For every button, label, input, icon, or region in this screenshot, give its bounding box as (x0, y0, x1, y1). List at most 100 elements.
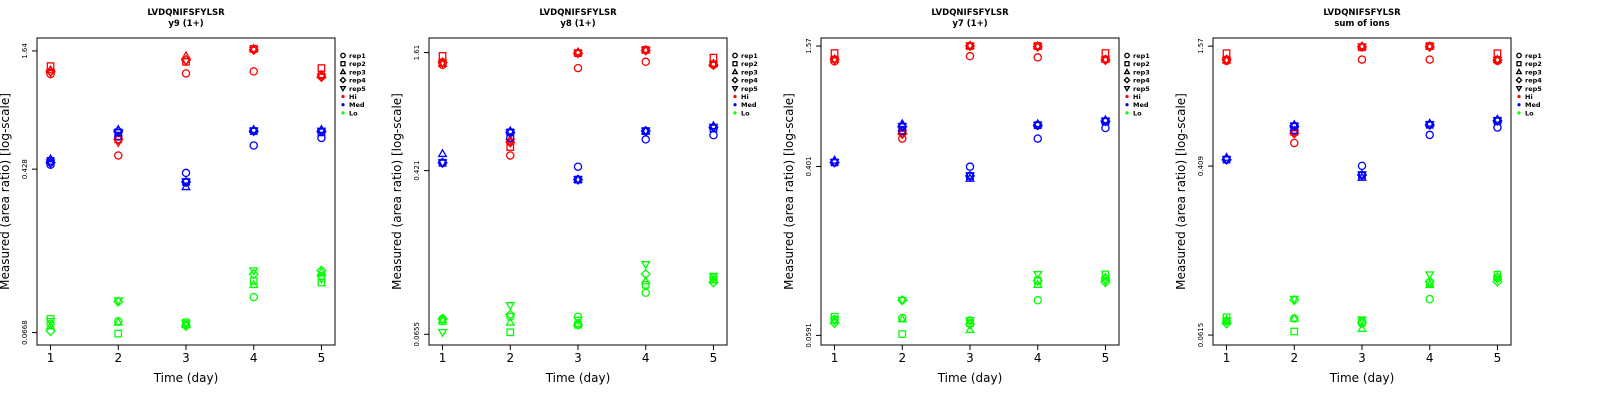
x-tick-label: 1 (47, 351, 55, 365)
legend-label-rep3: rep3 (1133, 68, 1150, 76)
data-point-lo-triangle-up (640, 275, 651, 285)
data-point-lo-triangle-down (437, 328, 448, 338)
legend-marker-med (1517, 103, 1521, 107)
legend-label-rep2: rep2 (1133, 60, 1150, 68)
data-point-hi-triangle-down (1221, 56, 1232, 66)
legend-marker-rep4 (339, 76, 347, 84)
data-point-lo-square (898, 330, 907, 338)
data-point-lo-triangle-up (505, 317, 516, 326)
legend-label-rep4: rep4 (741, 77, 758, 85)
data-point-hi-circle (965, 51, 975, 61)
legend-marker-hi (341, 94, 345, 99)
data-point-lo-triangle-down (316, 275, 327, 285)
y-axis-label: Measured (area ratio) [log-scale] (390, 93, 404, 290)
legend-label-lo: Lo (1525, 109, 1534, 117)
data-point-med-triangle-down (1289, 122, 1300, 132)
data-point-med-triangle-up (45, 153, 56, 163)
data-point-lo-square (1290, 327, 1299, 336)
data-point-hi-circle (1033, 53, 1042, 62)
data-point-hi-triangle-down (965, 42, 975, 52)
plot-area (36, 37, 336, 346)
data-point-med-triangle-down (45, 159, 56, 169)
legend-marker-hi (1125, 94, 1129, 99)
y-tick-label: 0.0591 (805, 323, 813, 348)
data-point-med-triangle-down (316, 127, 327, 137)
data-point-lo-triangle-down (1357, 316, 1367, 326)
legend-marker-med (733, 103, 737, 107)
legend-label-hi: Hi (741, 93, 749, 101)
x-tick-label: 5 (1102, 351, 1110, 365)
data-point-hi-circle (1290, 138, 1299, 148)
y-tick-label: 1.64 (21, 43, 29, 59)
legend-label-hi: Hi (1525, 93, 1533, 101)
x-tick-label: 5 (318, 351, 326, 365)
data-point-med-circle (965, 162, 975, 171)
legend-label-lo: Lo (1133, 109, 1142, 117)
legend-marker-rep3 (1123, 68, 1131, 75)
legend-marker-med (1125, 103, 1129, 107)
legend-label-med: Med (1133, 101, 1149, 109)
x-tick-label: 2 (506, 351, 514, 365)
data-point-lo-square (1222, 313, 1231, 322)
data-point-lo-diamond (248, 268, 259, 280)
y-axis-label: Measured (area ratio) [log-scale] (1174, 93, 1188, 290)
legend-label-rep3: rep3 (1525, 68, 1542, 76)
data-point-lo-triangle-down (1289, 295, 1300, 305)
legend-label-rep1: rep1 (349, 52, 366, 60)
data-point-med-triangle-down (1424, 121, 1435, 131)
x-axis-label: Time (day) (153, 371, 219, 385)
data-point-hi-triangle-up (1100, 54, 1111, 63)
legend-marker-rep2 (1516, 61, 1522, 67)
legend-marker-rep4 (1515, 76, 1523, 84)
y-tick-label: 1.57 (1197, 38, 1205, 54)
data-point-hi-circle (641, 57, 650, 67)
x-tick-label: 5 (1494, 351, 1502, 365)
chart-subtitle: y9 (1+) (168, 19, 203, 29)
data-point-lo-triangle-down (113, 297, 124, 306)
legend-marker-rep1 (340, 52, 346, 59)
data-point-med-triangle-up (181, 181, 191, 191)
data-point-lo-triangle-up (1100, 272, 1111, 281)
data-point-hi-square (46, 62, 55, 71)
data-point-med-triangle-down (1100, 117, 1111, 127)
legend-label-med: Med (1525, 101, 1541, 109)
data-point-hi-triangle-down (316, 73, 327, 83)
data-point-hi-triangle-down (181, 57, 191, 67)
data-point-med-circle (898, 126, 907, 136)
legend-label-hi: Hi (349, 93, 357, 101)
data-point-hi-triangle-up (1357, 40, 1367, 50)
plot-area (1212, 37, 1512, 346)
x-tick-label: 3 (182, 351, 190, 365)
data-point-med-triangle-down (640, 127, 651, 137)
data-point-lo-diamond (45, 325, 56, 337)
legend-marker-lo (341, 111, 345, 115)
data-point-med-circle (249, 141, 258, 150)
data-point-lo-triangle-down (897, 296, 908, 306)
data-point-hi-triangle-down (573, 49, 583, 59)
data-point-med-circle (573, 162, 583, 171)
x-tick-label: 4 (1426, 351, 1434, 365)
data-point-med-triangle-up (897, 118, 908, 128)
data-point-med-triangle-down (965, 172, 975, 182)
data-point-lo-triangle-down (573, 316, 583, 326)
data-point-hi-circle (114, 151, 123, 160)
data-point-hi-circle (249, 67, 258, 76)
chart-title: LVDQNIFSFYLSR (147, 8, 225, 18)
y-tick-label: 0.0668 (21, 320, 29, 345)
data-point-med-triangle-down (437, 159, 448, 169)
data-point-hi-triangle-up (829, 54, 840, 63)
data-point-lo-diamond (1032, 275, 1043, 286)
legend-label-rep5: rep5 (349, 85, 366, 93)
legend-marker-rep1 (1516, 52, 1522, 59)
x-tick-label: 4 (1034, 351, 1042, 365)
plot-area (428, 37, 728, 346)
data-point-lo-square (506, 328, 515, 337)
data-point-lo-diamond (437, 313, 448, 325)
data-point-lo-diamond (964, 319, 976, 330)
chart-subtitle: y8 (1+) (560, 19, 595, 29)
chart-title: LVDQNIFSFYLSR (539, 8, 617, 18)
data-point-med-circle (1033, 134, 1042, 143)
data-point-med-triangle-down (897, 123, 908, 132)
legend-marker-rep2 (340, 61, 346, 67)
